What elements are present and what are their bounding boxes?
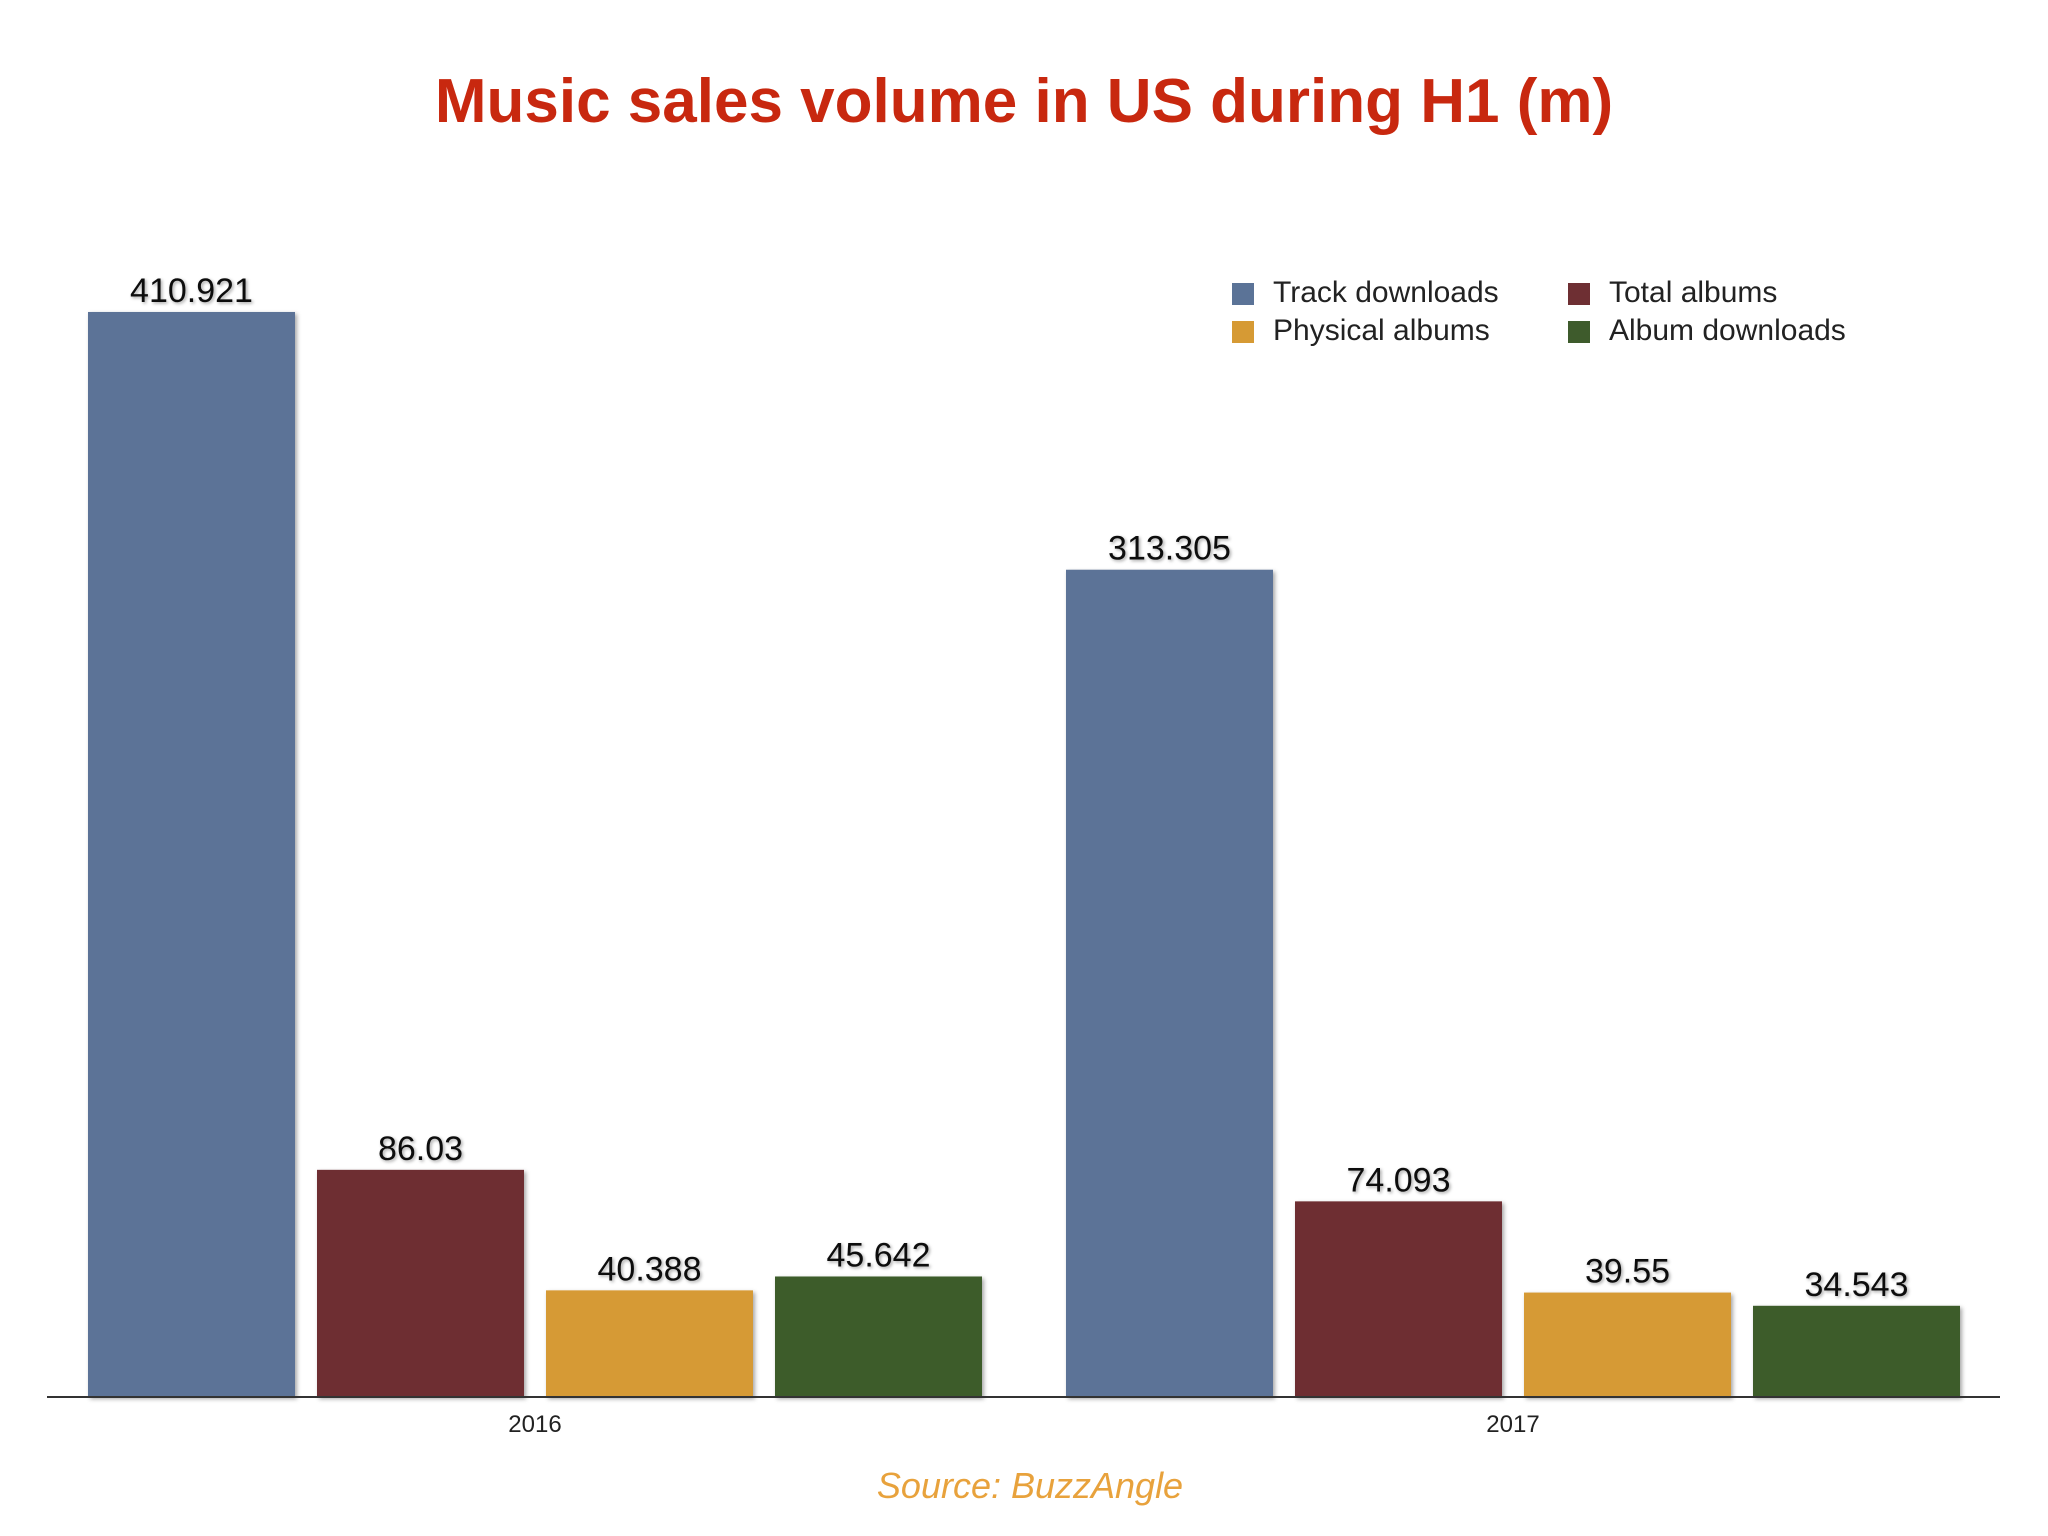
legend-label-track-downloads: Track downloads	[1273, 276, 1499, 309]
x-tick-labels-group: 2016 2017	[508, 1411, 1539, 1438]
data-label-physical-albums-2017: 39.55	[1585, 1253, 1670, 1291]
legend-swatch-physical-albums	[1232, 321, 1254, 343]
data-label-album-downloads-2017: 34.543	[1805, 1266, 1909, 1304]
bar-track-downloads-2016	[88, 311, 295, 1397]
legend-swatch-track-downloads	[1232, 283, 1254, 305]
data-label-physical-albums-2016: 40.388	[598, 1250, 702, 1288]
data-label-album-downloads-2016: 45.642	[827, 1236, 931, 1274]
bar-physical-albums-2017	[1524, 1292, 1731, 1397]
data-label-track-downloads-2017: 313.305	[1108, 530, 1231, 568]
data-label-total-albums-2016: 86.03	[378, 1130, 463, 1168]
x-tick-label-2016: 2016	[508, 1411, 561, 1438]
data-labels-group: 410.921 86.03 40.388 45.642 313.305 74.093 39.…	[130, 272, 1908, 1304]
chart-title: Music sales volume in US during H1 (m)	[435, 67, 1613, 136]
source-note: Source: BuzzAngle	[877, 1465, 1183, 1506]
legend-label-physical-albums: Physical albums	[1273, 314, 1490, 347]
legend-label-album-downloads: Album downloads	[1609, 314, 1846, 347]
x-tick-label-2017: 2017	[1486, 1411, 1539, 1438]
bars-group	[88, 311, 1960, 1397]
data-label-track-downloads-2016: 410.921	[130, 272, 253, 310]
legend-swatch-total-albums	[1568, 283, 1590, 305]
bar-album-downloads-2016	[775, 1276, 982, 1397]
bar-total-albums-2016	[317, 1169, 524, 1397]
legend: Track downloads Total albums Physical albu…	[1232, 276, 1846, 347]
bar-total-albums-2017	[1295, 1201, 1502, 1397]
legend-swatch-album-downloads	[1568, 321, 1590, 343]
bar-physical-albums-2016	[546, 1290, 753, 1397]
bar-track-downloads-2017	[1066, 569, 1273, 1397]
bar-album-downloads-2017	[1753, 1305, 1960, 1397]
data-label-total-albums-2017: 74.093	[1347, 1161, 1451, 1199]
legend-label-total-albums: Total albums	[1609, 276, 1777, 309]
